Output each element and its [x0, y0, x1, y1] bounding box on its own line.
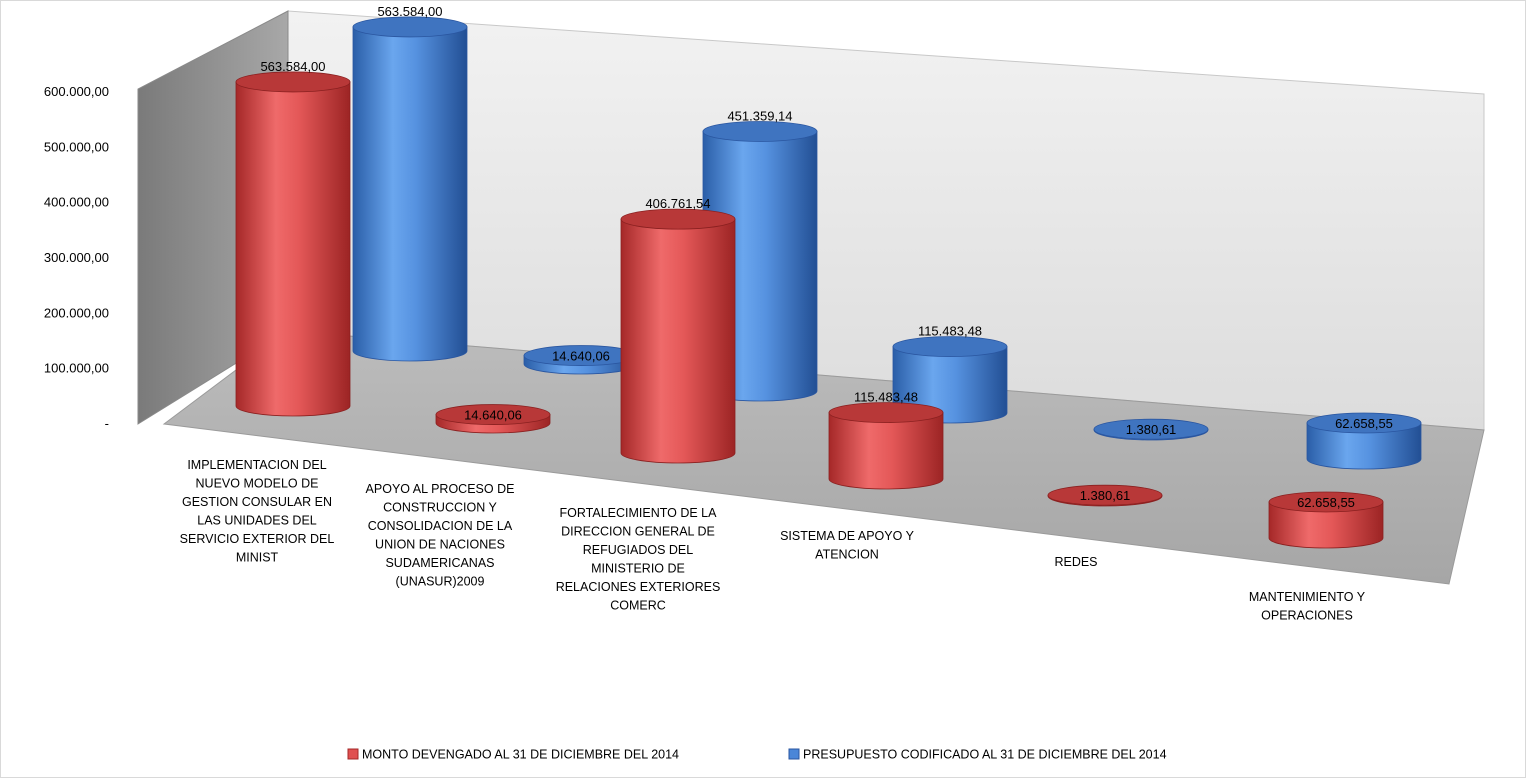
red-bar-top — [828, 402, 944, 423]
y-tick-label: 300.000,00 — [44, 250, 109, 265]
blue-bar — [1306, 412, 1422, 470]
blue-data-label: 14.640,06 — [552, 349, 610, 364]
y-tick-label: 400.000,00 — [44, 195, 109, 210]
blue-bar-top — [352, 16, 468, 38]
category-label: APOYO AL PROCESO DE — [366, 482, 515, 496]
legend-swatch — [347, 748, 359, 760]
y-tick-label: 600.000,00 — [44, 84, 109, 99]
blue-bar — [352, 16, 468, 362]
category-label: GESTION CONSULAR EN — [182, 495, 332, 509]
blue-bar-body — [1306, 422, 1422, 470]
y-tick-label: 100.000,00 — [44, 361, 109, 376]
legend-swatch — [788, 748, 800, 760]
red-bar-top — [235, 71, 351, 93]
blue-bar — [892, 336, 1008, 424]
red-bar — [1047, 484, 1163, 507]
red-data-label: 406.761,54 — [645, 196, 710, 211]
category-label: UNION DE NACIONES — [375, 538, 505, 552]
red-data-label: 115.483,48 — [854, 390, 918, 405]
red-bar — [1268, 491, 1384, 549]
category-label: IMPLEMENTACION DEL — [187, 458, 326, 472]
legend-entry: PRESUPUESTO CODIFICADO AL 31 DE DICIEMBR… — [803, 748, 1167, 762]
blue-data-label: 563.584,00 — [377, 4, 442, 19]
category-label: SISTEMA DE APOYO Y — [780, 529, 915, 543]
category-label: OPERACIONES — [1261, 609, 1353, 623]
red-bar — [828, 402, 944, 490]
red-bar — [620, 208, 736, 464]
red-bar-top — [1047, 484, 1163, 506]
legend: MONTO DEVENGADO AL 31 DE DICIEMBRE DEL 2… — [347, 748, 1167, 762]
category-label: LAS UNIDADES DEL — [197, 514, 317, 528]
category-label: DIRECCION GENERAL DE — [561, 525, 715, 539]
blue-bar-top — [1093, 418, 1209, 440]
y-axis: - 100.000,00 200.000,00 300.000,00 400.000,0… — [44, 84, 109, 431]
legend-entry: MONTO DEVENGADO AL 31 DE DICIEMBRE DEL 2… — [362, 748, 679, 762]
category-label: MANTENIMIENTO Y — [1249, 590, 1366, 604]
category-label: FORTALECIMIENTO DE LA — [560, 506, 718, 520]
category-label: SERVICIO EXTERIOR DEL — [180, 532, 335, 546]
category-label: NUEVO MODELO DE — [196, 477, 319, 491]
red-bar-body — [828, 412, 944, 490]
red-bar — [235, 71, 351, 417]
category-label: ATENCION — [815, 548, 879, 562]
category-axis: IMPLEMENTACION DEL NUEVO MODELO DE GESTION… — [180, 458, 1366, 623]
y-tick-label: - — [105, 416, 109, 431]
red-data-label: 563.584,00 — [260, 59, 325, 74]
blue-bar — [1093, 418, 1209, 441]
category-label: CONSOLIDACION DE LA — [368, 519, 513, 533]
red-bar-body — [235, 81, 351, 417]
red-bar-top — [1268, 491, 1384, 513]
y-tick-label: 200.000,00 — [44, 305, 109, 320]
blue-data-label: 62.658,55 — [1335, 416, 1393, 431]
red-data-label: 14.640,06 — [464, 408, 522, 423]
red-bar-top — [435, 404, 551, 425]
blue-bar — [523, 345, 639, 375]
red-bar-body — [1268, 501, 1384, 549]
blue-data-label: 451.359,14 — [727, 108, 792, 123]
category-label: RELACIONES EXTERIORES — [556, 580, 721, 594]
chart-walls — [137, 10, 1485, 585]
category-label: MINISTERIO DE — [591, 562, 685, 576]
category-label: REDES — [1054, 555, 1097, 569]
category-label: SUDAMERICANAS — [385, 556, 494, 570]
blue-bar-top — [892, 336, 1008, 357]
category-label: REFUGIADOS DEL — [583, 543, 693, 557]
category-label: MINIST — [236, 551, 279, 565]
category-label: (UNASUR)2009 — [396, 575, 485, 589]
red-data-label: 1.380,61 — [1080, 488, 1131, 503]
red-bar — [435, 404, 551, 434]
blue-bar-top — [1306, 412, 1422, 434]
blue-bar-body — [352, 26, 468, 362]
plot-area: 563.584,00 14.640,06 451.359,14 115.483,48 1… — [235, 4, 1422, 549]
blue-data-label: 115.483,48 — [918, 324, 982, 339]
red-bar-top — [620, 208, 736, 230]
blue-data-label: 1.380,61 — [1126, 422, 1177, 437]
y-tick-label: 500.000,00 — [44, 139, 109, 154]
red-bar-body — [620, 218, 736, 464]
category-label: COMERC — [610, 599, 666, 613]
red-data-label: 62.658,55 — [1297, 495, 1355, 510]
blue-bar-top — [702, 121, 818, 142]
category-label: CONSTRUCCION Y — [383, 501, 497, 515]
